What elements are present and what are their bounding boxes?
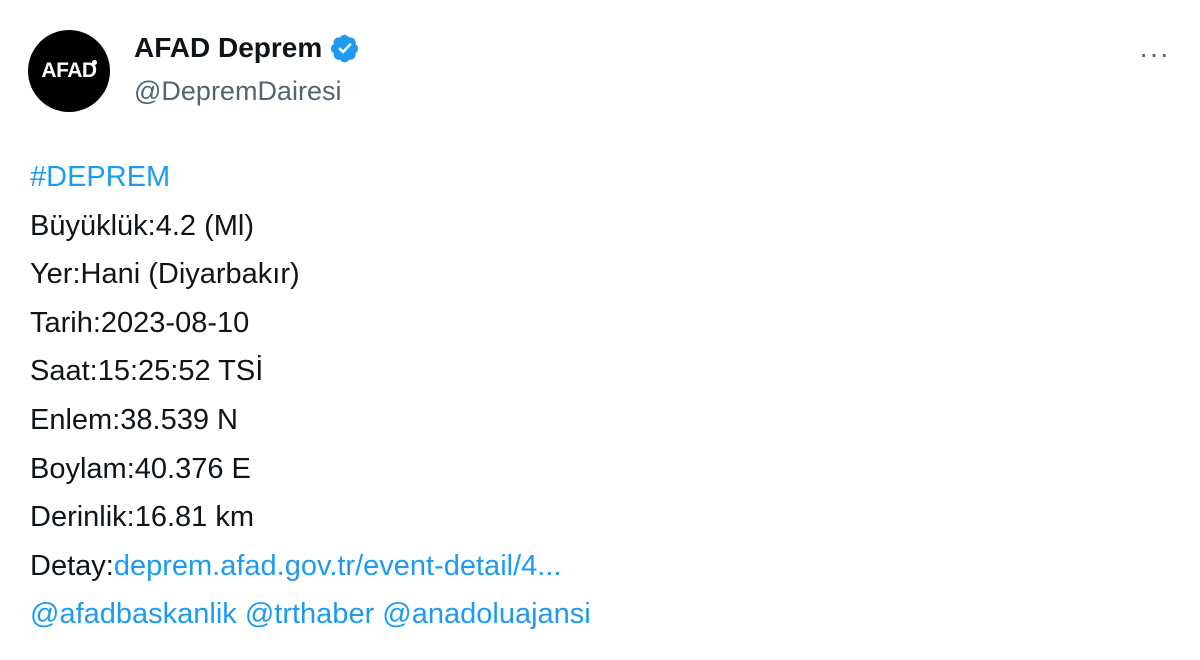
- mention-link[interactable]: @trthaber: [244, 598, 375, 631]
- detail-link[interactable]: deprem.afad.gov.tr/event-detail/4...: [113, 549, 562, 582]
- avatar[interactable]: AFAD: [28, 30, 110, 112]
- mention-link[interactable]: @anadoluajansi: [382, 598, 591, 631]
- time-line: Saat:15:25:52 TSİ: [30, 355, 264, 388]
- more-options-icon[interactable]: ···: [1139, 38, 1170, 69]
- author-name-text: AFAD Deprem: [134, 32, 323, 63]
- author-handle[interactable]: @DepremDairesi: [134, 76, 342, 106]
- depth-line: Derinlik:16.81 km: [30, 501, 255, 534]
- tweet-body: #DEPREM Büyüklük:4.2 (Ml) Yer:Hani (Diya…: [30, 153, 591, 639]
- magnitude-line: Büyüklük:4.2 (Ml): [30, 209, 255, 242]
- mention-link[interactable]: @afadbaskanlik: [30, 598, 237, 631]
- author-name[interactable]: AFAD Deprem: [134, 32, 360, 64]
- longitude-line: Boylam:40.376 E: [30, 452, 251, 485]
- detail-label: Detay:: [30, 549, 114, 582]
- latitude-line: Enlem:38.539 N: [30, 403, 238, 436]
- hashtag-link[interactable]: #DEPREM: [30, 161, 171, 193]
- avatar-logo: AFAD: [41, 59, 97, 82]
- date-line: Tarih:2023-08-10: [30, 306, 250, 339]
- location-line: Yer:Hani (Diyarbakır): [30, 258, 300, 291]
- verified-badge-icon: [331, 34, 359, 63]
